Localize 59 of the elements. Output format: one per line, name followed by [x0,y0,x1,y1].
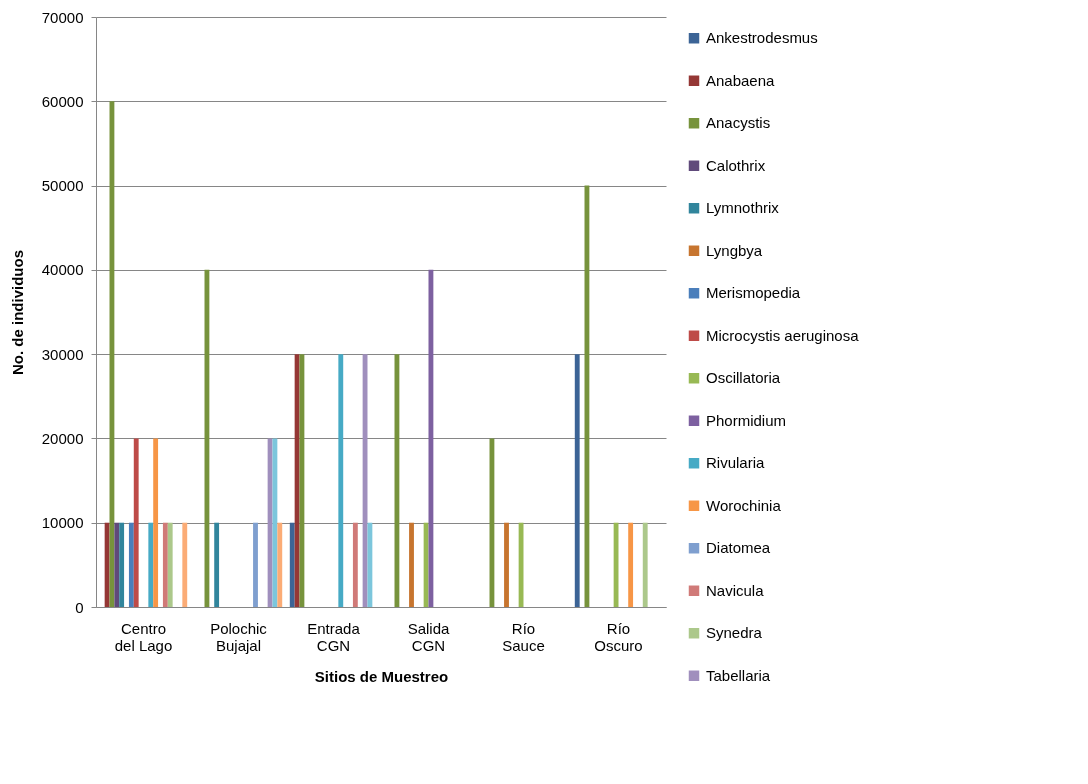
x-axis-title: Sitios de Muestreo [314,667,449,685]
y-tick-label: 0 [75,598,84,616]
bar [338,354,344,607]
bar [574,354,580,607]
bar [367,522,373,607]
y-axis-title: No. de individuos [8,249,26,376]
legend-label: Microcystis aeruginosa [706,326,860,344]
legend-label: Merismopedia [706,284,801,302]
legend-label: Anabaena [706,71,776,89]
bar [214,522,220,607]
bar [277,522,283,607]
legend-label: Lyngbya [706,241,763,259]
bar [162,522,168,607]
bar [289,522,295,607]
y-tick-label: 10000 [41,514,84,532]
y-tick-label: 70000 [41,8,84,26]
bar [352,522,358,607]
x-tick-label: Salida CGN [407,619,450,654]
legend-label: Synedra [706,624,763,642]
y-tick-label: 20000 [41,429,84,447]
bar [133,438,139,607]
y-tick-label: 40000 [41,261,84,279]
bar [628,522,634,607]
legend-label: Phormidium [706,411,787,429]
legend-label: Worochinia [706,496,782,514]
bar [518,522,524,607]
bar [409,522,414,607]
x-tick-label: Río Sauce [502,619,545,654]
bar [128,522,134,607]
legend-label: Calothrix [706,156,766,174]
bar [613,522,619,607]
bar [119,522,125,607]
y-tick-label: 50000 [41,177,84,195]
legend-label: Oscillatoria [706,369,781,387]
x-tick-label: Río Oscuro [594,619,643,654]
y-tick-label: 30000 [41,345,84,363]
bar [294,354,300,607]
bar [423,522,429,607]
bar [148,522,154,607]
bar [182,522,188,607]
bar [504,522,509,607]
y-tick-label: 60000 [41,92,84,110]
x-tick-label: Entrada CGN [307,619,361,654]
bar [114,522,120,607]
bar [272,438,278,607]
bar [167,522,173,607]
legend-label: Rivularia [706,454,766,472]
x-tick-label: Polochic Bujajal [210,619,268,654]
x-tick-label: Centro del Lago [114,619,173,654]
legend-label: Anacystis [706,114,771,132]
bar [253,522,258,607]
bar [104,522,110,607]
bar [153,438,159,607]
legend-label: Diatomea [706,539,771,557]
legend-label: Lymnothrix [706,199,780,217]
legend-label: Tabellaria [706,666,771,684]
legend-label: Navicula [706,581,765,599]
legend-label: Ankestrodesmus [706,29,818,47]
bar [642,522,648,607]
